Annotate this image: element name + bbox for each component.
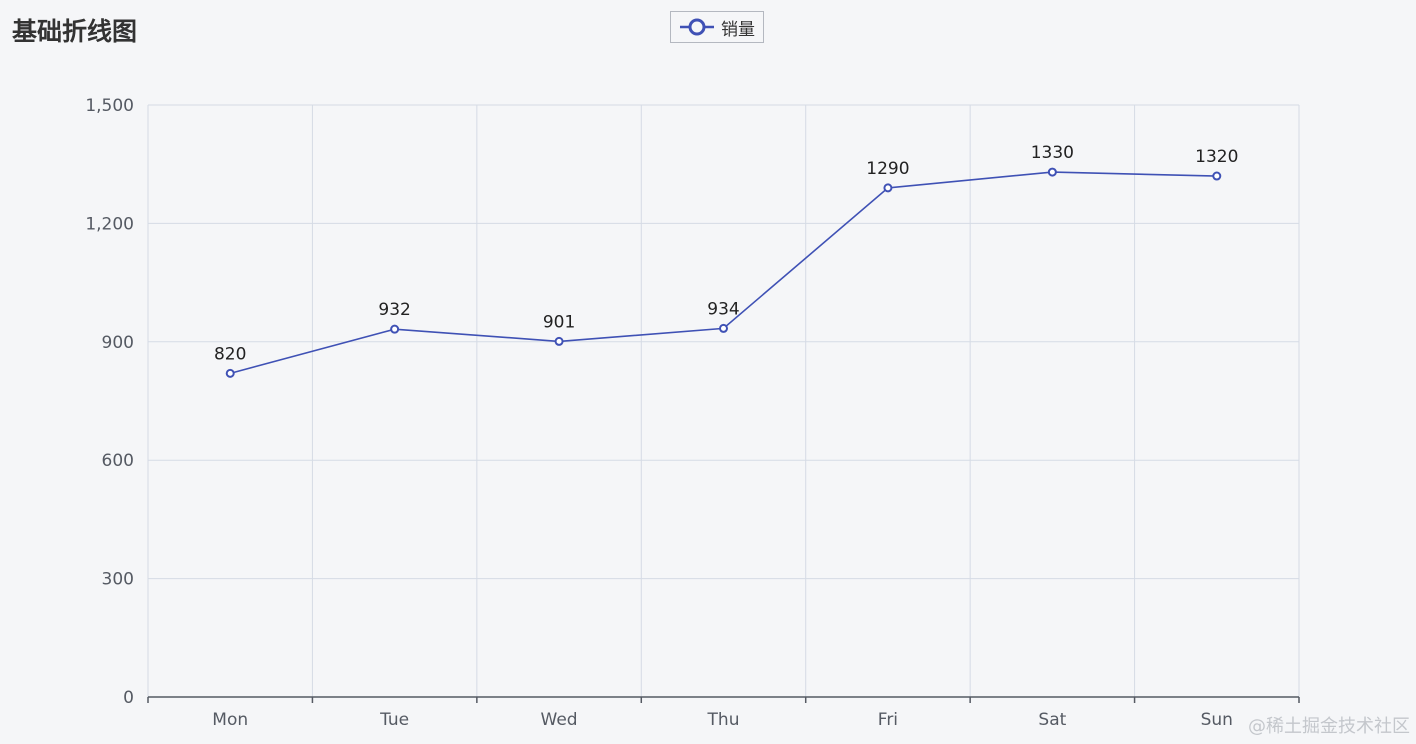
legend-line-circle-icon [680, 18, 714, 36]
x-tick-label: Tue [379, 710, 409, 730]
x-tick-label: Fri [878, 710, 898, 730]
data-point [1212, 171, 1222, 181]
y-tick-label: 1,200 [85, 214, 134, 234]
data-label: 932 [378, 300, 410, 320]
x-tick-label: Mon [212, 710, 248, 730]
data-label: 901 [543, 312, 575, 332]
y-tick-label: 900 [102, 333, 134, 353]
data-label: 1330 [1031, 143, 1074, 163]
data-point [554, 336, 564, 346]
x-tick-label: Sat [1038, 710, 1066, 730]
data-point [225, 368, 235, 378]
data-point [883, 183, 893, 193]
x-tick-label: Thu [707, 710, 740, 730]
data-label: 1320 [1195, 147, 1238, 167]
watermark: @稀土掘金技术社区 [1248, 716, 1410, 737]
x-tick-label: Sun [1201, 710, 1233, 730]
data-point [1047, 167, 1057, 177]
y-tick-label: 600 [102, 451, 134, 471]
legend[interactable]: 销量 [670, 11, 764, 43]
chart-title: 基础折线图 [12, 17, 138, 46]
y-tick-label: 300 [102, 570, 134, 590]
data-label: 934 [707, 299, 739, 319]
x-tick-label: Wed [541, 710, 578, 730]
data-point [719, 323, 728, 333]
y-tick-label: 1,500 [85, 96, 134, 116]
legend-label: 销量 [721, 19, 755, 40]
data-label: 1290 [866, 159, 909, 179]
data-point [390, 324, 400, 334]
data-label: 820 [214, 344, 246, 364]
y-tick-label: 0 [123, 688, 134, 708]
series-line [230, 171, 1217, 375]
